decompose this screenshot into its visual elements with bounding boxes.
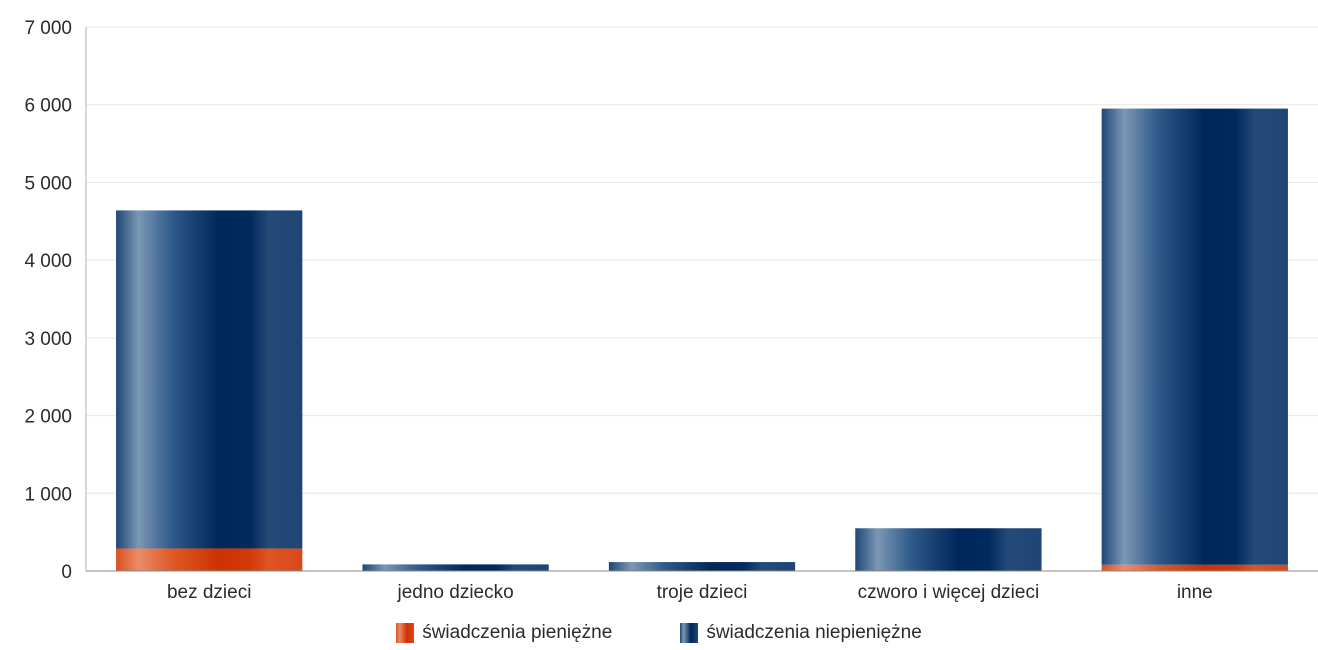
bar-niepieniezne[interactable] [362,564,549,571]
y-tick-label: 4 000 [24,251,72,272]
bar-niepieniezne[interactable] [1101,108,1288,565]
legend-label-pieniezne: świadczenia pieniężne [422,622,613,643]
bar-pieniezne[interactable] [1101,564,1288,571]
bar-niepieniezne[interactable] [855,528,1042,571]
y-tick-label: 7 000 [24,18,72,39]
y-tick-label: 6 000 [24,96,72,117]
legend-label-niepieniezne: świadczenia niepieniężne [706,622,922,643]
y-tick-label: 0 [61,562,72,583]
y-tick-label: 1 000 [24,484,72,505]
y-tick-label: 3 000 [24,329,72,350]
x-tick-label: jedno dziecko [396,582,513,603]
legend: świadczenia pieniężne świadczenia niepie… [0,622,1318,644]
legend-item-swiadczenia-pieniezne[interactable]: świadczenia pieniężne [396,622,612,644]
legend-item-swiadczenia-niepieniezne[interactable]: świadczenia niepieniężne [680,622,922,644]
bar-niepieniezne[interactable] [116,210,303,549]
bar-chart-plot: 0 1 000 2 000 3 000 4 000 5 000 6 000 7 000 bez … [24,18,1318,603]
y-tick-label: 5 000 [24,173,72,194]
bar-niepieniezne[interactable] [608,562,796,571]
x-tick-label: inne [1177,582,1213,603]
x-tick-label: czworo i więcej dzieci [858,582,1040,603]
bar-pieniezne[interactable] [116,548,303,571]
y-tick-label: 2 000 [24,407,72,428]
legend-swatch-blue [680,623,699,643]
x-tick-label: bez dzieci [167,582,252,603]
x-tick-label: troje dzieci [657,582,748,603]
legend-swatch-orange [396,623,415,643]
